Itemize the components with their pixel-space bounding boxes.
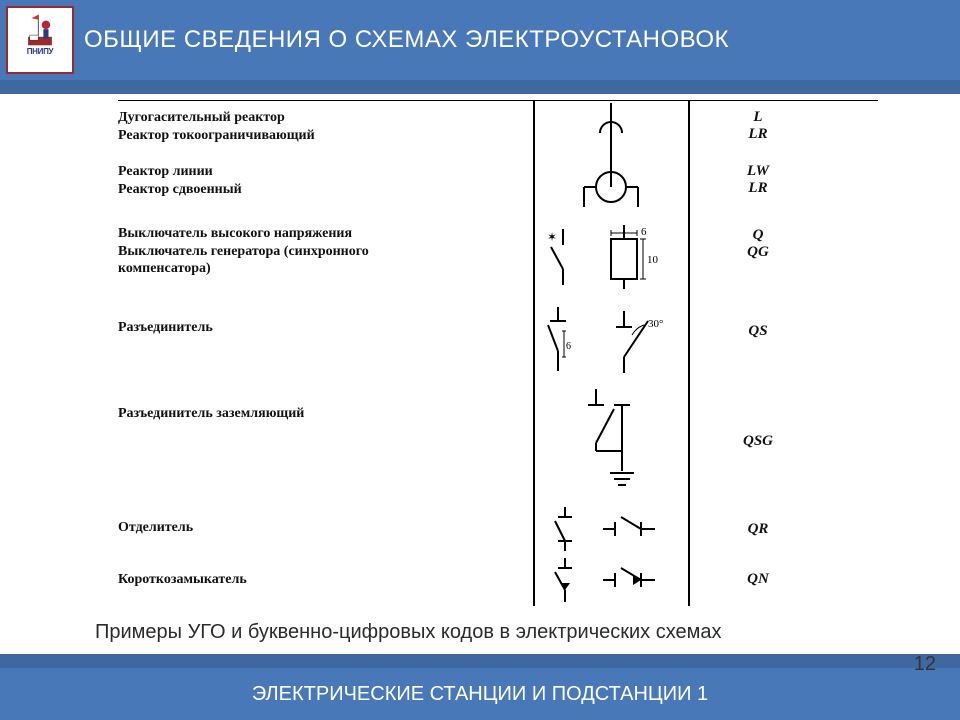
row-desc: Отделитель bbox=[118, 519, 526, 537]
code-cell: QN bbox=[708, 571, 808, 588]
page-number: 12 bbox=[914, 653, 936, 676]
separator-icon bbox=[541, 503, 681, 553]
code-text: LR bbox=[708, 126, 808, 143]
symbol-cell bbox=[536, 157, 686, 219]
logo-label: ПНИПУ bbox=[27, 47, 54, 56]
code-text: LR bbox=[708, 180, 808, 197]
symbol-cell bbox=[536, 555, 686, 605]
code-text: Q bbox=[708, 227, 808, 244]
dim-label: 6 bbox=[641, 226, 647, 238]
content-area: Дугогасительный реактор Реактор токоогра… bbox=[0, 94, 960, 654]
row-desc: Реактор линии Реактор сдвоенный bbox=[118, 163, 526, 198]
code-text: LW bbox=[708, 163, 808, 180]
row-desc: Разъединитель заземляющий bbox=[118, 405, 526, 423]
desc-line: Выключатель генератора (синхронного bbox=[118, 243, 526, 261]
desc-line: Реактор линии bbox=[118, 163, 526, 181]
short-circuiter-icon bbox=[541, 556, 681, 604]
hv-breaker-icon: ✶ 6 10 bbox=[541, 221, 681, 291]
code-text: L bbox=[708, 109, 808, 126]
svg-text:6: 6 bbox=[566, 341, 571, 352]
symbol-cell bbox=[536, 501, 686, 555]
desc-line: Отделитель bbox=[118, 519, 526, 537]
grounding-disconnector-icon bbox=[566, 387, 656, 495]
page-title: ОБЩИЕ СВЕДЕНИЯ О СХЕМАХ ЭЛЕКТРОУСТАНОВОК bbox=[84, 26, 729, 54]
disconnector-icon: 6 30° bbox=[536, 301, 686, 377]
code-cell: L LR bbox=[708, 109, 808, 143]
code-text: QSG bbox=[708, 433, 808, 450]
code-cell: QR bbox=[708, 521, 808, 538]
angle-label: 30° bbox=[648, 318, 663, 330]
header-bar: ПНИПУ ОБЩИЕ СВЕДЕНИЯ О СХЕМАХ ЭЛЕКТРОУСТ… bbox=[0, 0, 960, 80]
symbol-cell: 6 30° bbox=[536, 299, 686, 379]
desc-line: Короткозамыкатель bbox=[118, 571, 526, 589]
row-desc: Выключатель высокого напряжения Выключат… bbox=[118, 225, 526, 278]
column-divider-2 bbox=[688, 101, 690, 606]
row-desc: Короткозамыкатель bbox=[118, 571, 526, 589]
footer: ЭЛЕКТРИЧЕСКИЕ СТАНЦИИ И ПОДСТАНЦИИ 1 bbox=[0, 668, 960, 720]
symbol-cell: ✶ 6 10 bbox=[536, 219, 686, 293]
asterisk: ✶ bbox=[547, 230, 557, 244]
desc-line: Выключатель высокого напряжения bbox=[118, 225, 526, 243]
desc-line: Реактор токоограничивающий bbox=[118, 127, 526, 145]
code-text: QS bbox=[708, 323, 808, 340]
university-logo: ПНИПУ bbox=[6, 6, 74, 74]
symbol-cell bbox=[536, 385, 686, 497]
code-cell: LW LR bbox=[708, 163, 808, 197]
code-cell: Q QG bbox=[708, 227, 808, 261]
figure-caption: Примеры УГО и буквенно-цифровых кодов в … bbox=[95, 621, 722, 644]
dim-label: 10 bbox=[647, 254, 659, 266]
row-desc: Дугогасительный реактор Реактор токоогра… bbox=[118, 109, 526, 144]
desc-line: Разъединитель bbox=[118, 319, 526, 337]
desc-line: Реактор сдвоенный bbox=[118, 181, 526, 199]
desc-line: компенсатора) bbox=[118, 260, 526, 278]
code-text: QR bbox=[708, 521, 808, 538]
code-cell: QSG bbox=[708, 433, 808, 450]
symbol-cell bbox=[536, 101, 686, 161]
subheader-bar bbox=[0, 80, 960, 94]
column-divider-1 bbox=[533, 101, 535, 606]
reactor-line-icon bbox=[576, 159, 646, 217]
desc-line: Дугогасительный реактор bbox=[118, 109, 526, 127]
code-text: QG bbox=[708, 244, 808, 261]
footer-text: ЭЛЕКТРИЧЕСКИЕ СТАНЦИИ И ПОДСТАНЦИИ 1 bbox=[252, 683, 708, 706]
desc-line: Разъединитель заземляющий bbox=[118, 405, 526, 423]
row-desc: Разъединитель bbox=[118, 319, 526, 337]
code-text: QN bbox=[708, 571, 808, 588]
reactor-arc-icon bbox=[586, 103, 636, 159]
code-cell: QS bbox=[708, 323, 808, 340]
logo-glyph bbox=[23, 11, 57, 49]
symbols-table: Дугогасительный реактор Реактор токоогра… bbox=[118, 100, 878, 606]
footer-accent-bar bbox=[0, 654, 960, 668]
